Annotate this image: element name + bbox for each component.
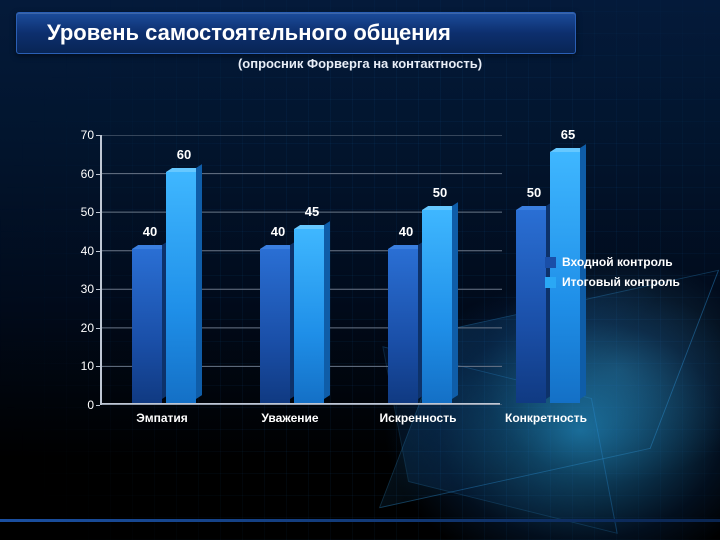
legend: Входной контроль Итоговый контроль [545,255,680,295]
y-tick-mark [96,174,100,175]
value-label: 45 [305,204,319,219]
category-label: Искренность [380,411,457,425]
value-label: 50 [433,185,447,200]
legend-item-1: Итоговый контроль [545,275,680,289]
title-bar: Уровень самостоятельного общения [16,12,576,54]
y-tick-label: 40 [64,244,94,258]
y-tick-mark [96,328,100,329]
y-tick-label: 10 [64,359,94,373]
y-tick-label: 70 [64,128,94,142]
y-tick-label: 30 [64,282,94,296]
y-tick-mark [96,212,100,213]
legend-item-0: Входной контроль [545,255,680,269]
y-tick-label: 20 [64,321,94,335]
y-tick-mark [96,289,100,290]
bar [132,249,162,403]
y-tick-mark [96,135,100,136]
value-label: 65 [561,127,575,142]
y-tick-label: 0 [64,398,94,412]
y-tick-mark [96,405,100,406]
plot-area: 4060404540505065 [100,135,500,405]
value-label: 60 [177,147,191,162]
bar [260,249,290,403]
y-tick-mark [96,251,100,252]
bar [422,210,452,403]
category-label: Эмпатия [136,411,188,425]
y-tick-label: 50 [64,205,94,219]
value-label: 50 [527,185,541,200]
y-tick-mark [96,366,100,367]
legend-label-0: Входной контроль [562,255,673,269]
bar-chart: 4060404540505065 010203040506070ЭмпатияУ… [60,135,500,435]
bar [294,229,324,403]
value-label: 40 [399,224,413,239]
legend-swatch-0 [545,257,556,268]
page-title: Уровень самостоятельного общения [47,20,451,46]
value-label: 40 [271,224,285,239]
page-subtitle: (опросник Форверга на контактность) [0,56,720,71]
footer-divider [0,519,720,522]
bar [516,210,546,403]
y-tick-label: 60 [64,167,94,181]
category-label: Уважение [261,411,318,425]
category-label: Конкретность [505,411,587,425]
legend-swatch-1 [545,277,556,288]
bar [166,172,196,403]
value-label: 40 [143,224,157,239]
bar [388,249,418,403]
legend-label-1: Итоговый контроль [562,275,680,289]
